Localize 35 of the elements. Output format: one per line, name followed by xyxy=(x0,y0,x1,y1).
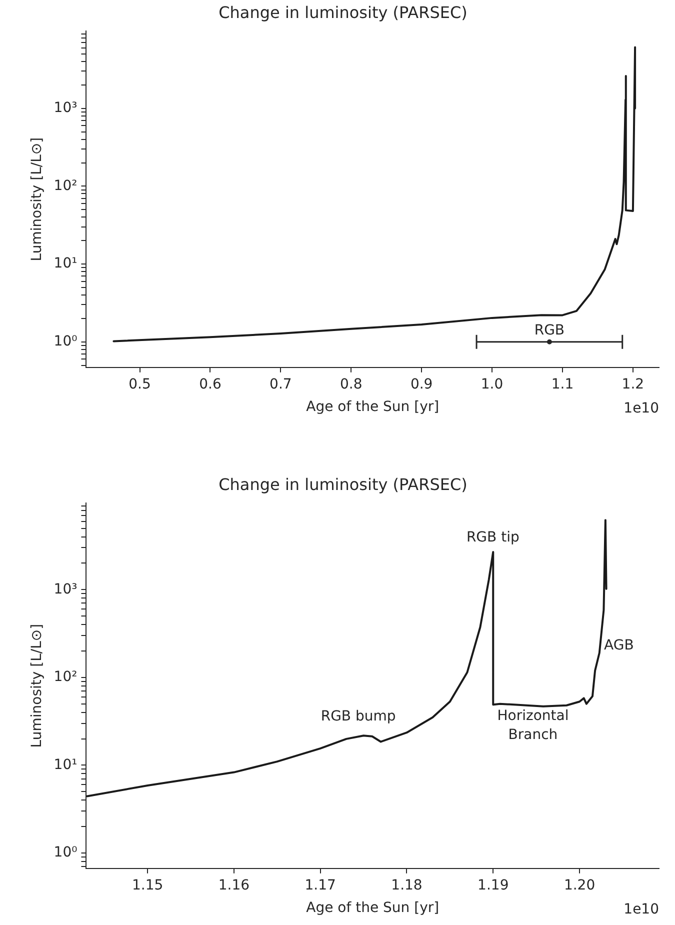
x-tick-label: 1.1 xyxy=(551,376,574,392)
text: 1e10 xyxy=(624,400,659,417)
chart-title: Change in luminosity (PARSEC) xyxy=(218,2,468,22)
annotation: RGB bump xyxy=(320,708,396,724)
x-axis-title: Age of the Sun [yr] xyxy=(306,399,440,416)
annotation: AGB xyxy=(604,637,634,654)
y-tick-label: 10³ xyxy=(54,100,78,116)
x-tick-label: 1.17 xyxy=(304,877,336,894)
x-tick-label: 0.7 xyxy=(270,376,292,392)
y-tick-label: 10² xyxy=(54,669,78,686)
chart-title: Change in luminosity (PARSEC) xyxy=(218,474,468,494)
text: 1e10 xyxy=(624,902,659,918)
annotation: RGB tip xyxy=(466,530,520,546)
y-axis-title: Luminosity [L/L⊙] xyxy=(29,624,46,748)
y-tick-label: 10¹ xyxy=(54,256,78,272)
series-label: RGB xyxy=(534,322,565,339)
x-tick-label: 1.20 xyxy=(564,877,596,894)
x-tick-label: 1.15 xyxy=(132,877,164,894)
y-axis-title: Luminosity [L/L⊙] xyxy=(29,137,46,262)
x-tick-label: 1.2 xyxy=(622,376,644,392)
x-tick-label: 1.19 xyxy=(478,877,509,894)
y-tick-label: 10³ xyxy=(54,581,78,598)
annotation: Horizontal Branch xyxy=(497,708,569,744)
x-axis-title: Age of the Sun [yr] xyxy=(306,900,440,916)
y-tick-label: 10⁰ xyxy=(54,844,78,861)
x-tick-label: 0.6 xyxy=(199,376,222,392)
x-tick-label: 0.9 xyxy=(410,376,433,392)
y-tick-label: 10² xyxy=(54,178,78,194)
x-tick-label: 0.5 xyxy=(128,376,151,392)
x-tick-label: 0.8 xyxy=(340,376,362,392)
y-tick-label: 10¹ xyxy=(54,756,78,773)
x-tick-label: 1.16 xyxy=(218,877,250,894)
y-tick-label: 10⁰ xyxy=(54,334,78,350)
x-tick-label: 1.0 xyxy=(480,376,504,392)
x-tick-label: 1.18 xyxy=(391,877,422,894)
